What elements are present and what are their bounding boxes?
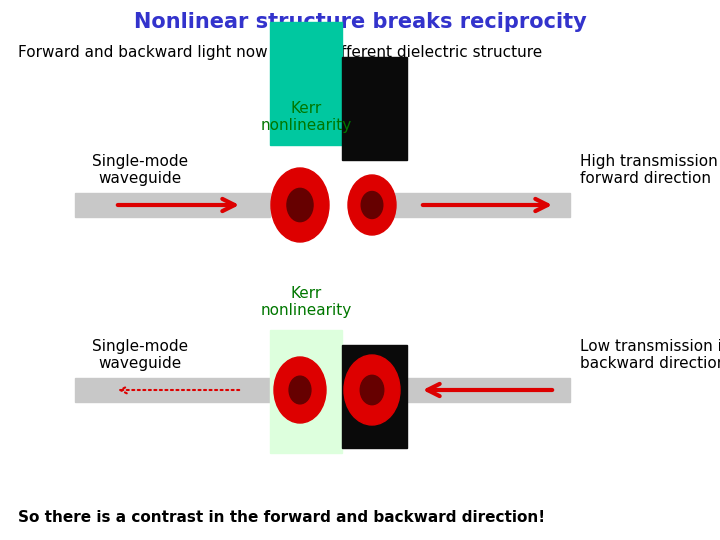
Ellipse shape bbox=[287, 188, 313, 221]
Bar bbox=[375, 378, 570, 402]
Bar bbox=[75, 378, 270, 402]
Bar bbox=[342, 345, 407, 448]
Ellipse shape bbox=[271, 168, 329, 242]
Text: Single-mode
waveguide: Single-mode waveguide bbox=[92, 154, 188, 186]
Text: Kerr
nonlinearity: Kerr nonlinearity bbox=[261, 100, 351, 133]
Bar bbox=[270, 22, 342, 145]
Ellipse shape bbox=[360, 375, 384, 404]
Text: So there is a contrast in the forward and backward direction!: So there is a contrast in the forward an… bbox=[18, 510, 545, 525]
Ellipse shape bbox=[289, 376, 311, 404]
Ellipse shape bbox=[344, 355, 400, 425]
Text: Low transmission in the
backward direction: Low transmission in the backward directi… bbox=[580, 339, 720, 371]
Text: Nonlinear structure breaks reciprocity: Nonlinear structure breaks reciprocity bbox=[134, 12, 586, 32]
Text: High transmission in the
forward direction: High transmission in the forward directi… bbox=[580, 154, 720, 186]
Bar bbox=[270, 330, 342, 453]
Bar bbox=[342, 57, 407, 160]
Ellipse shape bbox=[274, 357, 326, 423]
Bar bbox=[375, 193, 570, 217]
Ellipse shape bbox=[361, 192, 383, 219]
Text: Single-mode
waveguide: Single-mode waveguide bbox=[92, 339, 188, 371]
Ellipse shape bbox=[348, 175, 396, 235]
Text: Kerr
nonlinearity: Kerr nonlinearity bbox=[261, 286, 351, 318]
Bar bbox=[75, 193, 270, 217]
Text: Forward and backward light now sees a different dielectric structure: Forward and backward light now sees a di… bbox=[18, 44, 542, 59]
